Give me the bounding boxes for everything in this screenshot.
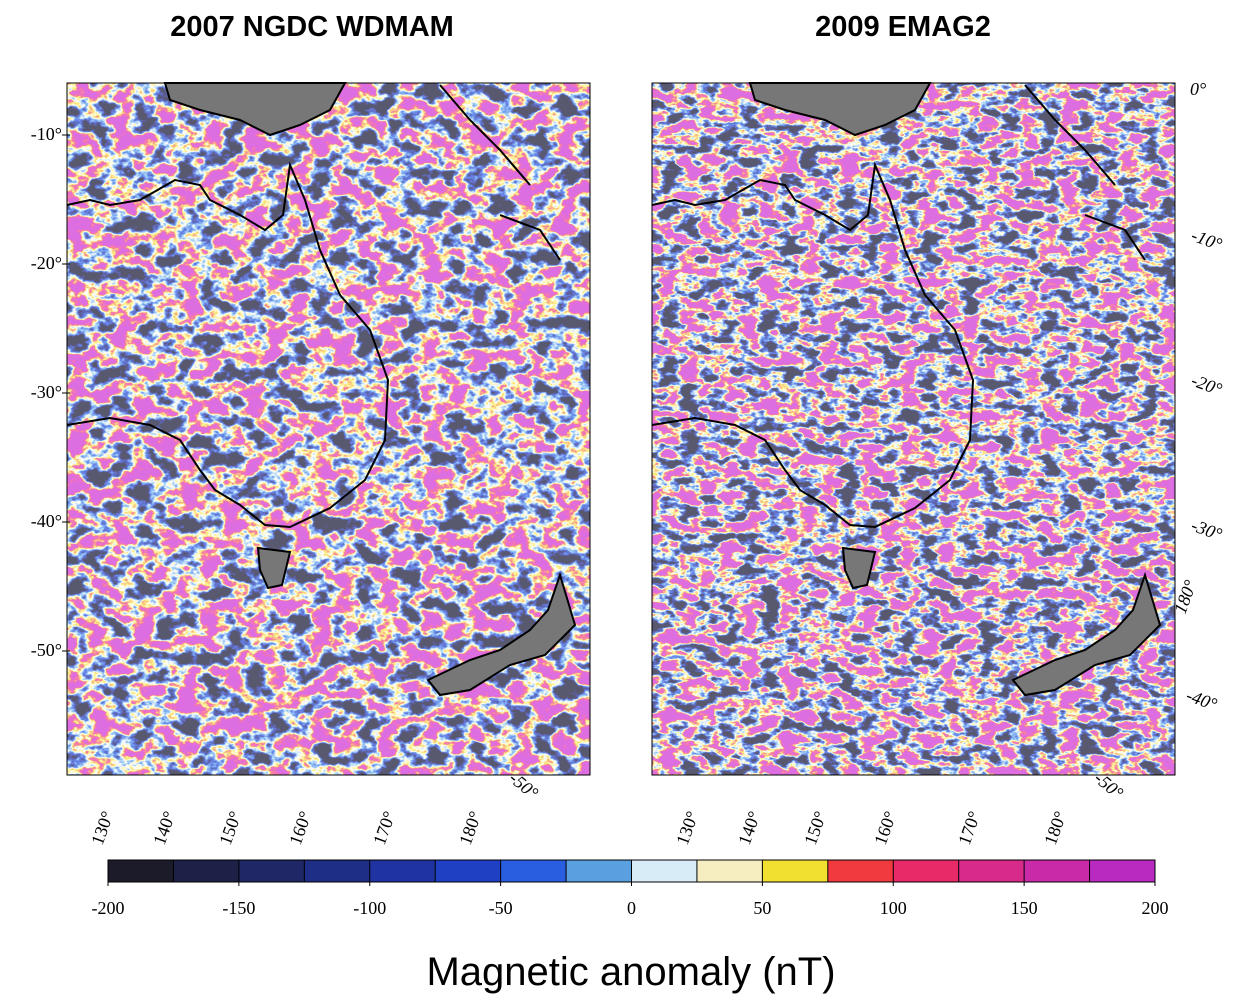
colorbar-tick-label: 200 xyxy=(1142,898,1169,918)
lon-label: 140° xyxy=(734,808,764,847)
map-frame xyxy=(66,82,591,776)
lon-label: 180° xyxy=(1040,808,1070,847)
colorbar-label: Magnetic anomaly (nT) xyxy=(426,950,835,994)
colorbar-segment xyxy=(173,860,240,882)
anomaly-field xyxy=(67,83,590,775)
lat-label: -40° xyxy=(31,511,62,531)
colorbar-segment xyxy=(893,860,960,882)
lon-label: 180° xyxy=(455,808,485,847)
colorbar-segment xyxy=(238,860,305,882)
colorbar-tick-label: 150 xyxy=(1011,898,1038,918)
colorbar-tick-label: -150 xyxy=(222,898,255,918)
lon-label: 130° xyxy=(672,808,702,847)
colorbar-tick-label: 50 xyxy=(753,898,771,918)
colorbar-segment xyxy=(435,860,502,882)
colorbar-segment xyxy=(566,860,632,882)
colorbar-segment xyxy=(500,860,567,882)
colorbar-tick-label: -100 xyxy=(353,898,386,918)
colorbar-tick-label: -50 xyxy=(489,898,513,918)
lat-label: -10° xyxy=(31,124,62,144)
lon-label: 170° xyxy=(369,808,399,847)
colorbar-segment xyxy=(958,860,1025,882)
colorbar-tick-label: 100 xyxy=(880,898,907,918)
colorbar-segment xyxy=(1089,860,1156,882)
lon-label: 130° xyxy=(87,808,117,847)
lon-label: 150° xyxy=(215,808,245,847)
colorbar-segment xyxy=(827,860,894,882)
edge-label: -20° xyxy=(1189,370,1225,399)
map-frame xyxy=(651,82,1176,776)
panel-title: 2007 NGDC WDMAM xyxy=(170,11,454,43)
colorbar-segment xyxy=(304,860,371,882)
edge-label: -10° xyxy=(1189,225,1225,254)
lon-label: 160° xyxy=(285,808,315,847)
colorbar-tick-label: -200 xyxy=(92,898,125,918)
colorbar-tick-label: 0 xyxy=(627,898,636,918)
map-right xyxy=(651,82,1176,776)
panel-title: 2009 EMAG2 xyxy=(815,11,991,43)
map-left xyxy=(66,82,591,776)
anomaly-field xyxy=(652,83,1175,775)
edge-label: -40° xyxy=(1184,685,1220,714)
lon-label: 150° xyxy=(800,808,830,847)
lat-label: -20° xyxy=(31,253,62,273)
lon-label: 170° xyxy=(954,808,984,847)
colorbar-segment xyxy=(631,860,698,882)
colorbar-segment xyxy=(108,860,174,882)
colorbar-segment xyxy=(369,860,436,882)
edge-label: 0° xyxy=(1190,79,1206,99)
colorbar-segment xyxy=(762,860,829,882)
lon-label: 160° xyxy=(870,808,900,847)
lat-label: -30° xyxy=(31,382,62,402)
colorbar-segment xyxy=(1024,860,1091,882)
lon-label: 140° xyxy=(149,808,179,847)
edge-label: -30° xyxy=(1189,515,1225,544)
lat-label: -50° xyxy=(31,640,62,660)
colorbar-segment xyxy=(696,860,763,882)
